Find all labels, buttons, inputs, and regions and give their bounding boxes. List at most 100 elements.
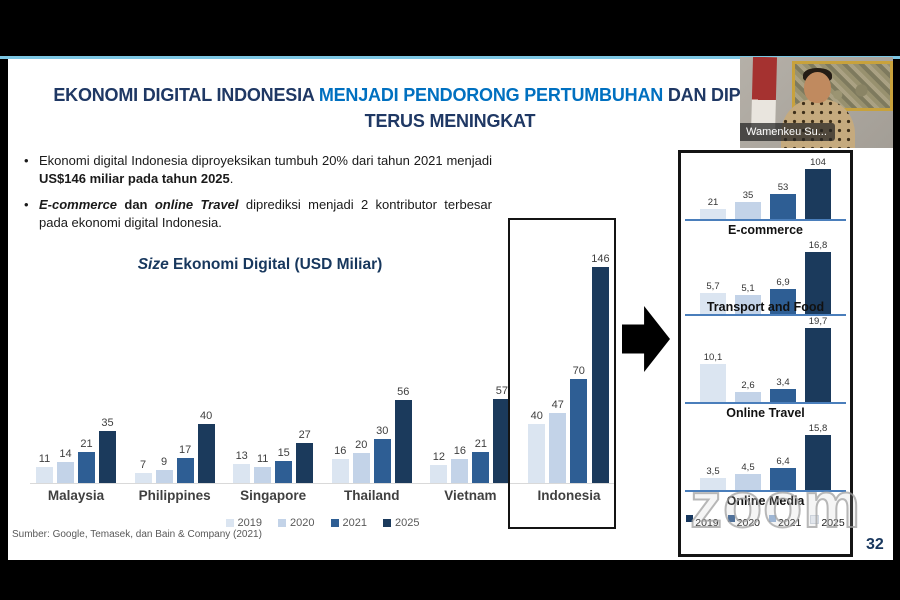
bar-wrap: 21 bbox=[78, 438, 95, 483]
legend-swatch bbox=[382, 519, 391, 527]
bar-2021 bbox=[275, 461, 293, 483]
bar-wrap: 56 bbox=[394, 386, 412, 483]
slide-title-line2: TERUS MENINGKAT bbox=[364, 111, 536, 132]
bar-value: 9 bbox=[161, 456, 168, 468]
bar-2025 bbox=[805, 328, 831, 402]
bar-wrap: 146 bbox=[591, 253, 610, 483]
bar-2025 bbox=[394, 400, 412, 483]
bar-wrap: 15 bbox=[275, 447, 293, 483]
bullet-item: E-commerce dan online Travel diprediksi … bbox=[22, 196, 492, 233]
bar-2025 bbox=[805, 169, 831, 219]
bar-wrap: 70 bbox=[570, 365, 588, 483]
bar-wrap: 20 bbox=[352, 439, 370, 483]
category-label: Thailand bbox=[344, 488, 400, 503]
mini-chart-title: E-commerce bbox=[727, 223, 804, 237]
bar-2021 bbox=[770, 289, 796, 314]
panel-legend: 2019 2020 2021 2025 bbox=[686, 515, 845, 529]
mini-chart-axis bbox=[685, 402, 846, 404]
bar-wrap: 14 bbox=[57, 448, 74, 483]
mini-chart-title: Online Travel bbox=[726, 406, 805, 420]
sector-charts-panel: 21 35 53 104 E-commerce Transport and Food … bbox=[678, 150, 853, 557]
bar-2019 bbox=[700, 478, 726, 490]
bar-value: 27 bbox=[298, 429, 311, 441]
panel-legend-item: 2021 bbox=[769, 515, 801, 529]
bar-value: 12 bbox=[432, 451, 445, 463]
panel-legend-swatch bbox=[686, 515, 694, 522]
bar-2019 bbox=[700, 293, 726, 314]
bar-wrap: 16 bbox=[331, 445, 349, 483]
bar-2025 bbox=[591, 267, 609, 483]
mini-chart-online-media: 3,5 4,5 6,4 15,8 Online Media bbox=[685, 423, 846, 511]
legend-item: 2021 bbox=[330, 517, 367, 529]
participant-video-thumbnail[interactable]: Wamenkeu Su... bbox=[740, 57, 893, 148]
mini-chart-axis bbox=[685, 219, 846, 221]
bar-value: 47 bbox=[551, 399, 564, 411]
bar-2025 bbox=[296, 443, 314, 483]
bar-2021 bbox=[770, 194, 796, 219]
right-arrow-shape bbox=[622, 306, 670, 372]
presentation-slide: EKONOMI DIGITAL INDONESIA MENJADI PENDOR… bbox=[8, 59, 893, 560]
panel-legend-item: 2019 bbox=[686, 515, 719, 529]
bar-2019 bbox=[36, 467, 53, 483]
bar-value: 3,4 bbox=[776, 377, 790, 388]
bar-2025 bbox=[805, 435, 831, 490]
bar-value: 19,7 bbox=[808, 316, 828, 327]
category-label: Malaysia bbox=[47, 488, 105, 503]
bar-2021 bbox=[176, 458, 194, 483]
bar-wrap: 6,9 bbox=[770, 277, 796, 314]
bar-wrap: 104 bbox=[805, 157, 831, 219]
bar-value: 16 bbox=[334, 445, 347, 457]
legend-label: 2025 bbox=[394, 517, 420, 529]
bar-wrap: 5,1 bbox=[735, 283, 761, 314]
bar-value: 11 bbox=[38, 453, 51, 465]
bar-wrap: 4,5 bbox=[735, 462, 761, 490]
bar-2019 bbox=[233, 464, 251, 483]
mini-chart-transport-food: Transport and Food 5,7 5,1 6,9 16,8 bbox=[685, 240, 846, 316]
bar-wrap: 3,4 bbox=[770, 377, 796, 402]
bar-wrap: 57 bbox=[493, 385, 511, 483]
mini-chart-title: Online Media bbox=[726, 494, 805, 508]
bar-group-philippines: 7 9 17 40 bbox=[129, 410, 221, 483]
category-label: Indonesia bbox=[537, 488, 601, 503]
bar-value: 6,9 bbox=[776, 277, 790, 288]
bar-value: 7 bbox=[140, 459, 147, 471]
main-chart-cats: Malaysia Philippines Singapore Thailand Viet… bbox=[30, 488, 615, 503]
bar-2020 bbox=[735, 202, 761, 219]
panel-legend-label: 2025 bbox=[821, 517, 845, 529]
mini-chart-bars: Transport and Food 5,7 5,1 6,9 16,8 bbox=[687, 240, 844, 314]
share-border-line bbox=[0, 56, 900, 59]
bar-value: 21 bbox=[80, 438, 93, 450]
panel-legend-swatch bbox=[727, 515, 735, 522]
bar-value: 14 bbox=[59, 448, 72, 460]
mini-chart-bars: 21 35 53 104 bbox=[687, 157, 844, 219]
bar-2021 bbox=[472, 452, 490, 483]
category-label: Philippines bbox=[138, 488, 211, 503]
slide-page-number: 32 bbox=[866, 536, 884, 553]
legend-item: 2019 bbox=[225, 517, 262, 529]
bar-value: 16 bbox=[453, 445, 466, 457]
bar-2021 bbox=[770, 468, 796, 490]
bullet-item: Ekonomi digital Indonesia diproyeksikan … bbox=[22, 152, 492, 189]
bar-value: 56 bbox=[397, 386, 410, 398]
bar-wrap: 21 bbox=[700, 197, 726, 219]
bar-value: 2,6 bbox=[741, 380, 755, 391]
bar-wrap: 11 bbox=[36, 453, 53, 483]
bar-2020 bbox=[549, 413, 567, 483]
bar-wrap: 35 bbox=[99, 417, 116, 483]
bar-value: 17 bbox=[178, 444, 192, 456]
bar-wrap: 21 bbox=[472, 438, 490, 483]
mini-chart-axis bbox=[685, 314, 846, 316]
bar-value: 21 bbox=[707, 197, 719, 208]
bar-value: 16,8 bbox=[808, 240, 828, 251]
bar-value: 5,7 bbox=[706, 281, 720, 292]
bar-wrap: 40 bbox=[197, 410, 215, 483]
bar-group-thailand: 16 20 30 56 bbox=[326, 386, 418, 483]
bar-value: 11 bbox=[256, 453, 269, 465]
main-chart-bars: 11 14 21 35 7 9 17 40 13 11 15 27 16 20 30 56 12 16 21 57 40… bbox=[30, 250, 615, 483]
bar-wrap: 19,7 bbox=[805, 316, 831, 402]
bar-wrap: 6,4 bbox=[770, 456, 796, 490]
panel-legend-swatch bbox=[769, 515, 776, 522]
slide-title: EKONOMI DIGITAL INDONESIA MENJADI PENDOR… bbox=[40, 82, 860, 134]
bar-2019 bbox=[430, 465, 448, 483]
legend-swatch bbox=[225, 519, 234, 527]
